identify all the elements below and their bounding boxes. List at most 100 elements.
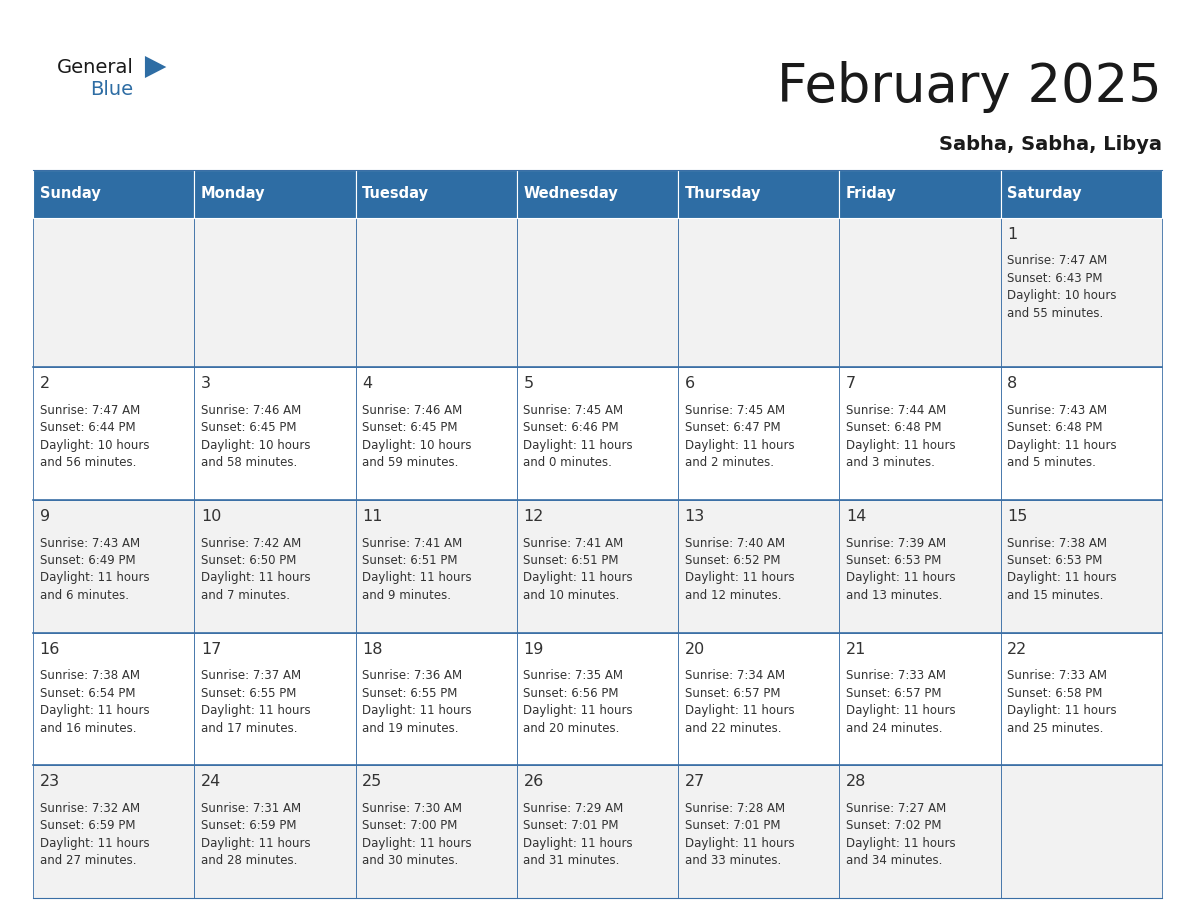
Text: Sunrise: 7:41 AM: Sunrise: 7:41 AM [524,537,624,550]
Text: 20: 20 [684,642,704,656]
Text: Sunrise: 7:32 AM: Sunrise: 7:32 AM [39,802,140,815]
Bar [678,766,840,898]
Text: Sunset: 7:01 PM: Sunset: 7:01 PM [524,820,619,833]
Text: 10: 10 [201,509,221,524]
Text: Sunset: 6:59 PM: Sunset: 6:59 PM [201,820,297,833]
Text: 16: 16 [39,642,61,656]
Text: Sunset: 6:55 PM: Sunset: 6:55 PM [362,687,457,700]
Text: Daylight: 11 hours: Daylight: 11 hours [524,572,633,585]
Text: Sabha, Sabha, Libya: Sabha, Sabha, Libya [939,135,1162,153]
Text: Sunrise: 7:41 AM: Sunrise: 7:41 AM [362,537,462,550]
Bar [355,218,517,367]
Bar [1000,500,1162,633]
Text: Daylight: 11 hours: Daylight: 11 hours [846,439,955,452]
Text: Daylight: 11 hours: Daylight: 11 hours [524,837,633,850]
Bar [195,170,355,218]
Bar [355,170,517,218]
Text: and 20 minutes.: and 20 minutes. [524,722,620,734]
Bar [195,500,355,633]
Text: Sunday: Sunday [39,186,101,201]
Text: 25: 25 [362,775,383,789]
Text: and 58 minutes.: and 58 minutes. [201,456,297,469]
Text: and 0 minutes.: and 0 minutes. [524,456,612,469]
Bar [33,170,195,218]
Text: and 22 minutes.: and 22 minutes. [684,722,782,734]
Text: Friday: Friday [846,186,897,201]
Text: Sunset: 6:44 PM: Sunset: 6:44 PM [39,421,135,434]
Text: Daylight: 10 hours: Daylight: 10 hours [201,439,310,452]
Text: 5: 5 [524,376,533,391]
Text: Sunset: 6:56 PM: Sunset: 6:56 PM [524,687,619,700]
Bar [33,500,195,633]
Text: Sunset: 6:51 PM: Sunset: 6:51 PM [362,554,457,567]
Text: Sunrise: 7:40 AM: Sunrise: 7:40 AM [684,537,785,550]
Text: and 12 minutes.: and 12 minutes. [684,589,782,602]
Text: 27: 27 [684,775,704,789]
Text: Sunset: 6:55 PM: Sunset: 6:55 PM [201,687,296,700]
Text: Sunset: 7:01 PM: Sunset: 7:01 PM [684,820,781,833]
Text: 9: 9 [39,509,50,524]
Text: Sunrise: 7:39 AM: Sunrise: 7:39 AM [846,537,946,550]
Text: Daylight: 11 hours: Daylight: 11 hours [362,704,472,717]
Bar [195,633,355,766]
Bar [1000,170,1162,218]
Bar [678,367,840,500]
Text: and 27 minutes.: and 27 minutes. [39,855,137,868]
Bar [678,633,840,766]
Text: Daylight: 11 hours: Daylight: 11 hours [201,837,310,850]
Text: and 2 minutes.: and 2 minutes. [684,456,773,469]
Text: Sunset: 6:57 PM: Sunset: 6:57 PM [846,687,941,700]
Text: Sunset: 6:54 PM: Sunset: 6:54 PM [39,687,135,700]
Text: 11: 11 [362,509,383,524]
Bar [678,500,840,633]
Text: and 19 minutes.: and 19 minutes. [362,722,459,734]
Bar [33,766,195,898]
Text: 1: 1 [1007,227,1017,241]
Text: 8: 8 [1007,376,1017,391]
Text: and 15 minutes.: and 15 minutes. [1007,589,1104,602]
Text: Daylight: 11 hours: Daylight: 11 hours [362,837,472,850]
Text: Daylight: 11 hours: Daylight: 11 hours [39,572,150,585]
Text: Daylight: 11 hours: Daylight: 11 hours [684,837,795,850]
Bar [517,500,678,633]
Text: 14: 14 [846,509,866,524]
Text: Sunset: 6:57 PM: Sunset: 6:57 PM [684,687,781,700]
Text: Sunrise: 7:36 AM: Sunrise: 7:36 AM [362,669,462,682]
Bar [517,766,678,898]
Text: Sunrise: 7:46 AM: Sunrise: 7:46 AM [201,404,302,417]
Text: Sunrise: 7:42 AM: Sunrise: 7:42 AM [201,537,302,550]
Text: Sunset: 6:59 PM: Sunset: 6:59 PM [39,820,135,833]
Text: and 25 minutes.: and 25 minutes. [1007,722,1104,734]
Text: Daylight: 11 hours: Daylight: 11 hours [846,704,955,717]
Bar [840,633,1000,766]
Text: Daylight: 11 hours: Daylight: 11 hours [684,704,795,717]
Text: Daylight: 11 hours: Daylight: 11 hours [201,572,310,585]
Text: Daylight: 11 hours: Daylight: 11 hours [846,572,955,585]
Bar [355,367,517,500]
Text: Daylight: 11 hours: Daylight: 11 hours [1007,572,1117,585]
Text: Daylight: 11 hours: Daylight: 11 hours [846,837,955,850]
Bar [678,170,840,218]
Bar [517,367,678,500]
Text: Sunset: 7:00 PM: Sunset: 7:00 PM [362,820,457,833]
Text: Sunrise: 7:34 AM: Sunrise: 7:34 AM [684,669,785,682]
Text: Tuesday: Tuesday [362,186,429,201]
Bar [840,218,1000,367]
Text: and 17 minutes.: and 17 minutes. [201,722,297,734]
Text: Daylight: 11 hours: Daylight: 11 hours [1007,704,1117,717]
Bar [517,218,678,367]
Text: Sunrise: 7:33 AM: Sunrise: 7:33 AM [846,669,946,682]
Text: 4: 4 [362,376,372,391]
Bar [195,766,355,898]
Text: 19: 19 [524,642,544,656]
Bar [678,218,840,367]
Text: Daylight: 11 hours: Daylight: 11 hours [1007,439,1117,452]
Text: Daylight: 11 hours: Daylight: 11 hours [39,704,150,717]
Bar [33,367,195,500]
Text: and 31 minutes.: and 31 minutes. [524,855,620,868]
Text: Sunrise: 7:45 AM: Sunrise: 7:45 AM [524,404,624,417]
Text: 6: 6 [684,376,695,391]
Text: Sunset: 6:52 PM: Sunset: 6:52 PM [684,554,781,567]
Bar [840,170,1000,218]
Text: Sunrise: 7:47 AM: Sunrise: 7:47 AM [1007,254,1107,267]
